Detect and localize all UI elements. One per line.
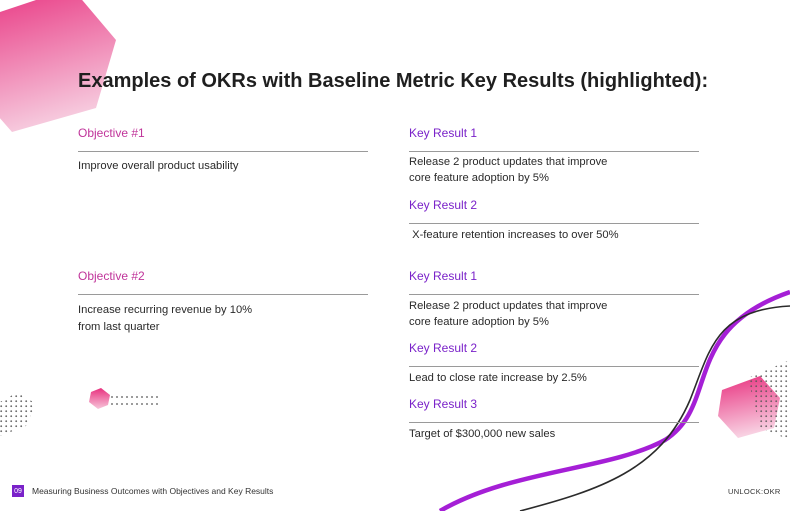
dot-rows-small (111, 396, 158, 405)
objective-2-line-2: from last quarter (78, 321, 160, 333)
okr2-key-result-3-text: Target of $300,000 new sales (409, 428, 556, 440)
page-title: Examples of OKRs with Baseline Metric Ke… (78, 70, 709, 92)
okr1-key-result-1-text: Release 2 product updates that improve c… (409, 154, 607, 186)
footer-caption: Measuring Business Outcomes with Objecti… (32, 486, 274, 496)
brand-logo-text: UNLOCK:OKR (728, 487, 781, 496)
okr2-key-result-2-text: Lead to close rate increase by 2.5% (409, 372, 587, 384)
objective-1-divider (78, 151, 368, 152)
dot-pattern-right (748, 360, 790, 440)
okr1-key-result-2-label: Key Result 2 (409, 198, 478, 212)
page-number-badge: 09 (12, 485, 24, 497)
okr1-key-result-1-divider (409, 151, 699, 152)
okr2-key-result-2-divider (409, 366, 699, 367)
okr1-key-result-1-label: Key Result 1 (409, 126, 478, 140)
objective-1-label: Objective #1 (78, 126, 145, 140)
objective-2-text: Increase recurring revenue by 10% from l… (78, 302, 252, 336)
okr2-key-result-2-label: Key Result 2 (409, 341, 478, 355)
okr2-key-result-1-line-2: core feature adoption by 5% (409, 316, 549, 328)
objective-2-divider (78, 294, 368, 295)
okr1-key-result-2-text: X-feature retention increases to over 50… (409, 229, 619, 241)
okr2-key-result-1-divider (409, 294, 699, 295)
okr1-key-result-1-line-2: core feature adoption by 5% (409, 172, 549, 184)
curve-dark (519, 305, 790, 511)
okr1-key-result-2-divider (409, 223, 699, 224)
objective-2-label: Objective #2 (78, 269, 145, 283)
okr2-key-result-1-label: Key Result 1 (409, 269, 478, 283)
objective-1-text: Improve overall product usability (78, 160, 239, 172)
dot-pattern-left (0, 392, 36, 436)
objective-2-line-1: Increase recurring revenue by 10% (78, 304, 253, 316)
okr2-key-result-1-text: Release 2 product updates that improve c… (409, 298, 607, 330)
okr1-key-result-1-line-1: Release 2 product updates that improve (409, 156, 608, 168)
hexagon-shape-top-left (0, 0, 116, 132)
okr2-key-result-3-divider (409, 422, 699, 423)
hexagon-shape-small (89, 388, 110, 409)
okr2-key-result-3-label: Key Result 3 (409, 397, 478, 411)
okr2-key-result-1-line-1: Release 2 product updates that improve (409, 300, 608, 312)
